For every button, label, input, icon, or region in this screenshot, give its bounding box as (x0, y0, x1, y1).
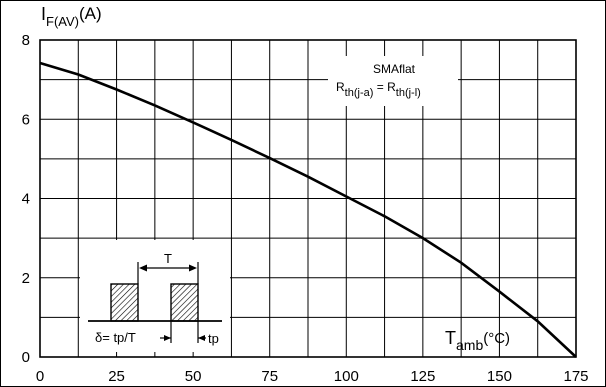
inset-background (80, 240, 230, 352)
derating-curve (39, 61, 577, 358)
formula-r-left: R (336, 80, 345, 94)
y-axis-label-sub: F(AV) (46, 14, 79, 29)
annotation-background (328, 56, 458, 106)
tp-arrowhead-right (198, 335, 205, 341)
y-tick-label: 2 (22, 270, 30, 287)
annotation-formula: Rth(j-a) = Rth(j-l) (336, 80, 421, 99)
period-label: T (164, 251, 172, 266)
pulse-2 (170, 283, 199, 322)
formula-r-right: R (387, 80, 396, 94)
x-axis-label-main: T (445, 328, 456, 348)
y-tick-label: 8 (22, 32, 30, 49)
y-tick-label: 0 (22, 349, 30, 366)
y-tick-labels: 0 2 4 6 8 (22, 32, 30, 366)
x-tick-label: 50 (185, 368, 202, 385)
x-tick-labels: 0 25 50 75 100 125 150 175 (36, 368, 589, 385)
y-axis-label-main: I (41, 4, 46, 24)
y-tick-label: 6 (22, 111, 30, 128)
x-axis-label-unit: (°C) (483, 330, 510, 347)
x-tick-label: 175 (563, 368, 588, 385)
x-tick-label: 0 (36, 368, 44, 385)
x-axis-label: Tamb(°C) (445, 328, 510, 353)
y-tick-label: 4 (22, 191, 30, 208)
tp-arrowhead-left (164, 335, 171, 341)
formula-r-right-sub: th(j-l) (396, 87, 421, 99)
period-arrowhead-left (139, 264, 147, 272)
annotation-box: SMAflat Rth(j-a) = Rth(j-l) (328, 56, 458, 106)
formula-r-left-sub: th(j-a) (345, 87, 374, 99)
plot-area (39, 39, 577, 358)
duty-cycle-label: δ= tp/T (95, 330, 136, 345)
annotation-title: SMAflat (373, 62, 416, 76)
x-tick-label: 75 (261, 368, 278, 385)
x-tick-label: 150 (487, 368, 512, 385)
pulse-1 (110, 283, 139, 322)
x-axis-label-sub: amb (456, 337, 483, 353)
x-tick-label: 100 (334, 368, 359, 385)
x-tick-label: 25 (108, 368, 125, 385)
pulse-inset: T tp δ= tp/T (80, 240, 230, 352)
tp-label: tp (208, 331, 219, 346)
x-tick-label: 125 (410, 368, 435, 385)
y-axis-label-unit: (A) (79, 4, 102, 23)
y-axis-label: IF(AV)(A) (41, 4, 102, 29)
formula-equals: = (373, 80, 387, 94)
period-arrowhead-right (189, 264, 197, 272)
